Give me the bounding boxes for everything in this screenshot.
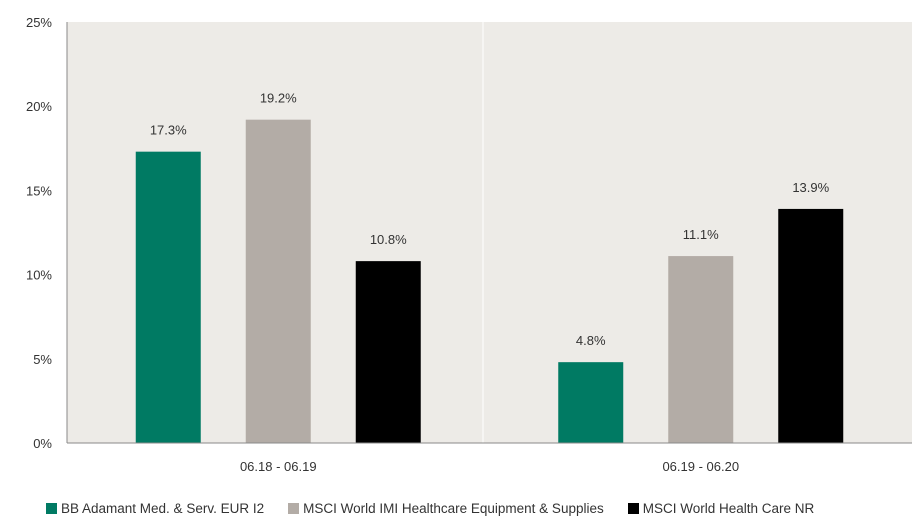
data-label: 4.8% <box>576 333 606 348</box>
legend-item-msci-imi-equipment: MSCI World IMI Healthcare Equipment & Su… <box>288 501 604 516</box>
x-axis-category-labels: 06.18 - 06.19 06.19 - 06.20 <box>240 459 739 474</box>
legend-item-bb-adamant: BB Adamant Med. & Serv. EUR I2 <box>46 501 264 516</box>
bars <box>135 119 844 443</box>
legend-swatch-msci-health-care <box>627 502 639 514</box>
data-label: 17.3% <box>150 123 187 138</box>
legend-item-msci-health-care: MSCI World Health Care NR <box>627 500 815 516</box>
bar <box>245 119 311 443</box>
data-labels: 17.3% 19.2% 10.8% 4.8% 11.1% 13.9% <box>150 91 830 348</box>
legend-label-bb-adamant: BB Adamant Med. & Serv. EUR I2 <box>61 500 265 516</box>
legend-swatch-msci-imi-equipment <box>288 502 300 514</box>
data-label: 13.9% <box>792 180 829 195</box>
bar <box>668 256 734 443</box>
x-category-label: 06.18 - 06.19 <box>240 459 317 474</box>
y-tick-label: 15% <box>26 183 52 198</box>
y-axis-ticks: 0% 5% 10% 15% 20% 25% <box>26 15 52 451</box>
legend: BB Adamant Med. & Serv. EUR I2 MSCI Worl… <box>46 499 838 517</box>
y-tick-label: 5% <box>33 352 52 367</box>
y-tick-label: 20% <box>26 99 52 114</box>
y-tick-label: 10% <box>26 268 52 283</box>
bar <box>135 151 201 443</box>
legend-label-msci-imi-equipment: MSCI World IMI Healthcare Equipment & Su… <box>303 500 604 516</box>
bar <box>558 362 624 443</box>
data-label: 19.2% <box>260 91 297 106</box>
y-tick-label: 25% <box>26 15 52 30</box>
x-category-label: 06.19 - 06.20 <box>662 459 739 474</box>
legend-swatch-bb-adamant <box>46 502 57 514</box>
data-label: 10.8% <box>370 232 407 247</box>
bar <box>778 208 844 443</box>
y-tick-label: 0% <box>33 436 52 451</box>
data-label: 11.1% <box>683 227 719 242</box>
plot-background <box>67 22 912 443</box>
bar <box>355 261 421 443</box>
legend-label-msci-health-care: MSCI World Health Care NR <box>642 500 815 516</box>
